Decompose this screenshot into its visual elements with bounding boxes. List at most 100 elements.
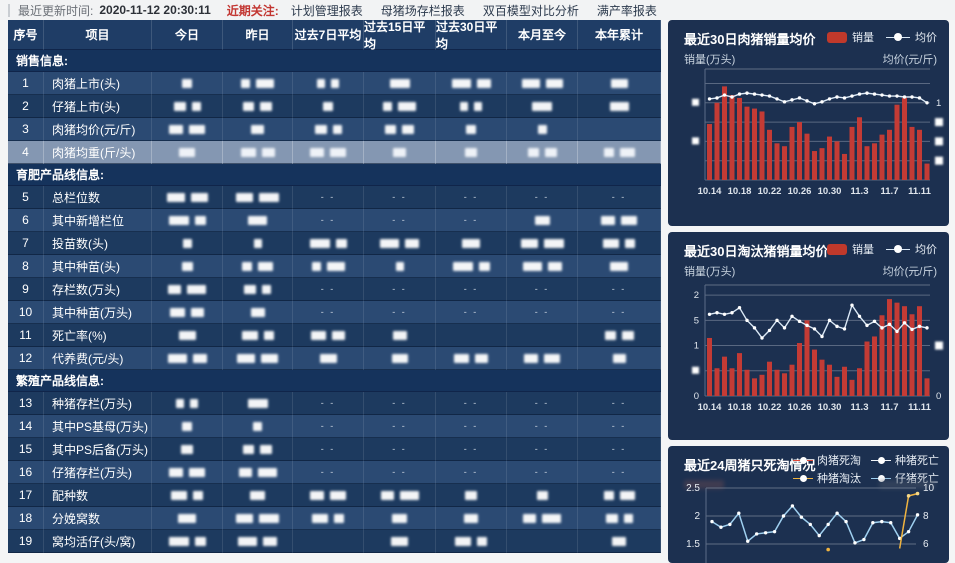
section-header-row: 育肥产品线信息: bbox=[8, 164, 661, 186]
data-cell bbox=[223, 186, 293, 209]
row-label: 仔猪存栏(万头) bbox=[44, 461, 152, 484]
link-capacity-report[interactable]: 满产率报表 bbox=[596, 3, 657, 18]
redacted-value bbox=[455, 536, 471, 546]
table-row[interactable]: 17 配种数 bbox=[8, 484, 661, 507]
table-row[interactable]: 4 肉猪均重(斤/头) bbox=[8, 141, 661, 164]
svg-text:11.3: 11.3 bbox=[851, 402, 869, 413]
legend-item-3[interactable]: 仔猪死亡 bbox=[871, 470, 939, 486]
redacted-value bbox=[243, 101, 254, 111]
table-row[interactable]: 6 其中新增栏位 - - - - - - bbox=[8, 209, 661, 232]
table-row[interactable]: 9 存栏数(万头) - - - - - - - - - - bbox=[8, 278, 661, 301]
data-cell: - - bbox=[578, 438, 661, 461]
data-cell bbox=[364, 255, 436, 278]
table-row[interactable]: 1 肉猪上市(头) bbox=[8, 72, 661, 95]
redacted-value bbox=[460, 101, 468, 111]
table-row[interactable]: 13 种猪存栏(万头) - - - - - - - - - - bbox=[8, 392, 661, 415]
data-cell bbox=[223, 438, 293, 461]
data-cell bbox=[223, 530, 293, 553]
legend-item-price[interactable]: 均价 bbox=[886, 29, 937, 45]
redacted-value bbox=[465, 490, 477, 500]
redacted-value bbox=[237, 353, 255, 363]
table-row[interactable]: 16 仔猪存栏(万头) - - - - - - - - - - bbox=[8, 461, 661, 484]
redacted-value bbox=[330, 147, 346, 157]
row-number: 1 bbox=[8, 72, 44, 95]
data-cell bbox=[223, 278, 293, 301]
legend-item-sales[interactable]: 销量 bbox=[827, 29, 874, 45]
link-model-compare[interactable]: 双百模型对比分析 bbox=[482, 3, 579, 18]
data-cell: - - bbox=[364, 438, 436, 461]
redacted-value bbox=[475, 353, 488, 363]
data-cell bbox=[364, 530, 436, 553]
empty-value-dashes: - - bbox=[392, 398, 407, 408]
data-cell bbox=[293, 530, 364, 553]
legend-item-1[interactable]: 种猪死亡 bbox=[871, 452, 939, 468]
row-number: 4 bbox=[8, 141, 44, 164]
redacted-value bbox=[326, 261, 345, 271]
data-cell bbox=[578, 347, 661, 370]
bar-swatch-icon bbox=[827, 243, 847, 255]
table-row[interactable]: 18 分娩窝数 bbox=[8, 507, 661, 530]
line-dot-swatch-icon bbox=[793, 473, 813, 483]
column-header: 昨日 bbox=[223, 20, 293, 50]
row-number: 14 bbox=[8, 415, 44, 438]
row-label: 投苗数(头) bbox=[44, 232, 152, 255]
redacted-value bbox=[236, 192, 253, 202]
data-cell: - - bbox=[507, 415, 578, 438]
table-row[interactable]: 2 仔猪上市(头) bbox=[8, 95, 661, 118]
redacted-value bbox=[256, 78, 274, 88]
data-cell bbox=[223, 461, 293, 484]
empty-value-dashes: - - bbox=[611, 284, 627, 294]
data-cell bbox=[507, 530, 578, 553]
link-sow-farm-report[interactable]: 母猪场存栏报表 bbox=[380, 3, 465, 18]
row-number: 11 bbox=[8, 324, 44, 347]
table-row[interactable]: 19 窝均活仔(头/窝) bbox=[8, 530, 661, 553]
pig-sales-price-chart: 10.14 10.18 10.22 10.26 10.30 11.3 11.7 11.11 1 bbox=[692, 68, 943, 197]
data-cell bbox=[578, 507, 661, 530]
redacted-value bbox=[194, 215, 206, 225]
legend-item-0[interactable]: 肉猪死淘 bbox=[793, 452, 861, 468]
chart2-legend: 销量 均价 bbox=[815, 241, 937, 257]
legend-item-2[interactable]: 种猪淘汰 bbox=[793, 470, 861, 486]
legend-item-sales[interactable]: 销量 bbox=[827, 241, 874, 257]
table-row[interactable]: 11 死亡率(%) bbox=[8, 324, 661, 347]
empty-value-dashes: - - bbox=[392, 467, 407, 477]
link-plan-report[interactable]: 计划管理报表 bbox=[290, 3, 363, 18]
data-cell: - - bbox=[578, 301, 661, 324]
legend-item-price[interactable]: 均价 bbox=[886, 241, 937, 257]
table-row[interactable]: 15 其中PS后备(万头) - - - - - - - - - - bbox=[8, 438, 661, 461]
redacted-value bbox=[178, 513, 196, 523]
redacted-value bbox=[189, 124, 205, 134]
redacted-value bbox=[536, 490, 548, 500]
data-cell: - - bbox=[507, 461, 578, 484]
row-number: 2 bbox=[8, 95, 44, 118]
chart1-legend: 销量 均价 bbox=[815, 29, 937, 45]
table-row[interactable]: 14 其中PS基母(万头) - - - - - - - - - - bbox=[8, 415, 661, 438]
svg-text:10.26: 10.26 bbox=[788, 402, 812, 413]
table-header-row: 序号 项目 今日 昨日 过去7日平均 过去15日平均 过去30日平均 本月至今 本年累计 bbox=[8, 20, 661, 51]
table-row[interactable]: 10 其中种苗(万头) - - - - - - - - - - bbox=[8, 301, 661, 324]
data-cell bbox=[436, 530, 507, 553]
redacted-value bbox=[263, 330, 274, 340]
redacted-value bbox=[259, 513, 279, 523]
empty-value-dashes: - - bbox=[463, 444, 479, 454]
redacted-value bbox=[242, 261, 252, 271]
column-header: 过去30日平均 bbox=[436, 20, 507, 51]
redacted-value bbox=[391, 353, 408, 363]
chart1-axis-labels: 销量(万头) 均价(元/斤) bbox=[684, 51, 937, 67]
redacted-value bbox=[474, 101, 482, 111]
data-cell bbox=[223, 347, 293, 370]
redacted-value bbox=[312, 513, 328, 523]
data-cell bbox=[364, 232, 436, 255]
data-cell: - - bbox=[293, 301, 364, 324]
table-row[interactable]: 7 投苗数(头) bbox=[8, 232, 661, 255]
redacted-value bbox=[621, 215, 637, 225]
redacted-value bbox=[603, 238, 619, 248]
table-row[interactable]: 5 总栏位数 - - - - - - - - - - bbox=[8, 186, 661, 209]
empty-value-dashes: - - bbox=[611, 467, 627, 477]
weekly-death-cull-chart: 2.5 2 1.5 10 8 6 bbox=[686, 483, 935, 563]
redacted-value bbox=[610, 261, 628, 271]
table-row[interactable]: 8 其中种苗(头) bbox=[8, 255, 661, 278]
table-row[interactable]: 12 代养费(元/头) bbox=[8, 347, 661, 370]
table-row[interactable]: 3 肉猪均价(元/斤) bbox=[8, 118, 661, 141]
